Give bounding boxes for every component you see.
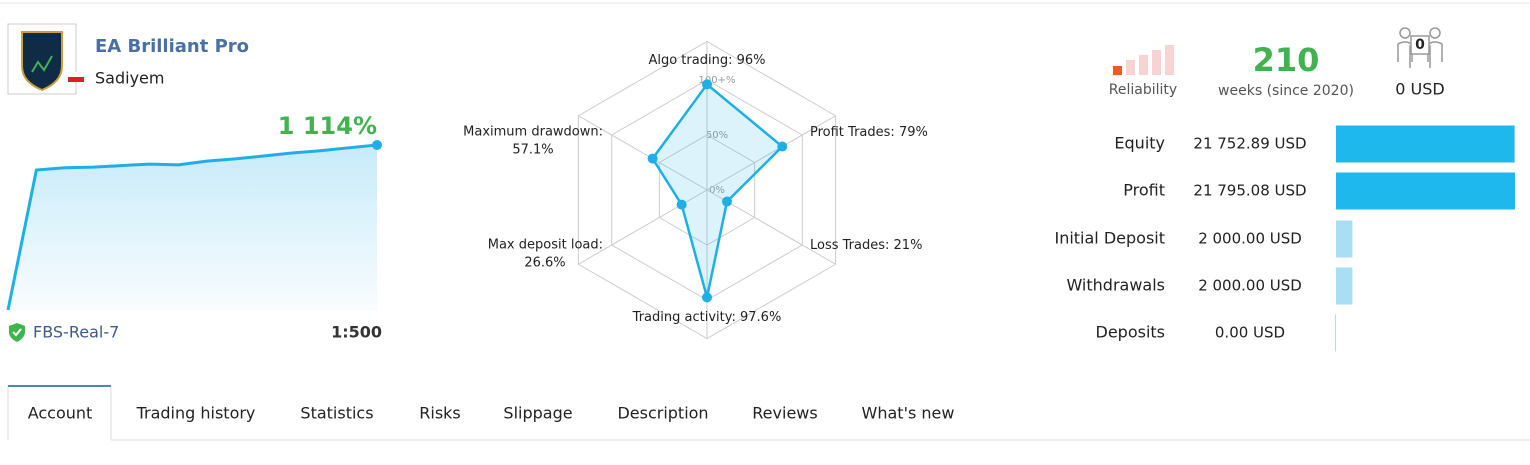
subscribers-icon — [1397, 27, 1443, 68]
bar-value-label: 2 000.00 USD — [1198, 277, 1302, 295]
signal-title[interactable]: EA Brilliant Pro — [95, 36, 249, 57]
bar — [1336, 220, 1353, 258]
radar-label: Loss Trades: 21% — [810, 238, 922, 253]
radar-category: Trading activity: — [632, 310, 736, 325]
tab[interactable]: What's new — [862, 404, 955, 423]
radar-point — [702, 292, 712, 303]
verified-check — [12, 328, 22, 337]
bar-category: Initial Deposit — [1054, 229, 1165, 248]
reliability-icon — [1113, 45, 1174, 75]
tab[interactable]: Slippage — [503, 404, 572, 423]
bar-value-label: 0.00 USD — [1215, 324, 1285, 342]
tab[interactable]: Risks — [419, 404, 461, 423]
bar — [1336, 172, 1515, 210]
radar-tick-label: 100+% — [699, 75, 736, 86]
radar-category: Algo trading: — [648, 53, 732, 68]
bar-value-label: 21 752.89 USD — [1193, 135, 1306, 153]
broker[interactable]: FBS-Real-7 — [33, 323, 119, 342]
leverage: 1:500 — [331, 323, 382, 342]
bar-category: Profit — [1123, 181, 1165, 200]
tab[interactable]: Account — [28, 404, 93, 423]
radar-category: Profit Trades: — [810, 125, 895, 140]
weeks: 210 — [1253, 41, 1320, 79]
radar-value-label: 97.6% — [740, 310, 781, 325]
radar-value-label: 57.1% — [512, 143, 553, 158]
growth-area — [8, 145, 377, 310]
radar-category: Loss Trades: — [810, 238, 889, 253]
radar-label: Profit Trades: 79% — [810, 125, 928, 140]
growth-label: 1 114% — [278, 112, 377, 140]
weeks-label: weeks (since 2020) — [1218, 83, 1354, 99]
tab[interactable]: Reviews — [752, 404, 817, 423]
radar-point — [647, 153, 658, 164]
author[interactable]: Sadiyem — [95, 69, 164, 88]
radar-value-label: 96% — [737, 53, 766, 68]
radar-value-label: 79% — [899, 125, 928, 140]
radar-value-label: 26.6% — [524, 256, 565, 271]
subscribers-count: 0 — [1415, 37, 1425, 53]
bar-category: Deposits — [1096, 323, 1166, 342]
tab[interactable]: Description — [617, 404, 708, 423]
radar-tick-label: 50% — [706, 130, 728, 141]
logo — [7, 23, 84, 95]
radar-label: Maximum drawdown: — [463, 125, 603, 140]
radar-label: Trading activity: 97.6% — [632, 310, 782, 325]
radar-axis — [578, 115, 708, 191]
tab[interactable]: Statistics — [300, 404, 373, 423]
tab[interactable]: Trading history — [136, 404, 256, 423]
radar-point — [676, 199, 687, 210]
bar — [1336, 267, 1353, 305]
radar-point — [777, 141, 788, 152]
radar-axis — [706, 115, 836, 191]
radar-label: Algo trading: 96% — [648, 53, 765, 68]
radar-tick-label: 0% — [709, 185, 725, 196]
radar-point — [702, 79, 712, 90]
radar-point — [722, 196, 733, 207]
tabs — [7, 385, 1530, 441]
bar-value-label: 2 000.00 USD — [1198, 230, 1302, 248]
bar — [1336, 125, 1515, 163]
reliability-label: Reliability — [1109, 82, 1177, 98]
radar-value-label: 21% — [894, 238, 923, 253]
bar-category: Withdrawals — [1066, 276, 1165, 295]
subscription-price: 0 USD — [1395, 80, 1444, 99]
growth-line — [6, 143, 378, 311]
radar-label: Max deposit load: — [488, 238, 603, 253]
bar-value-label: 21 795.08 USD — [1193, 182, 1306, 200]
growth-end-point — [372, 140, 382, 150]
bar-category: Equity — [1114, 134, 1165, 153]
